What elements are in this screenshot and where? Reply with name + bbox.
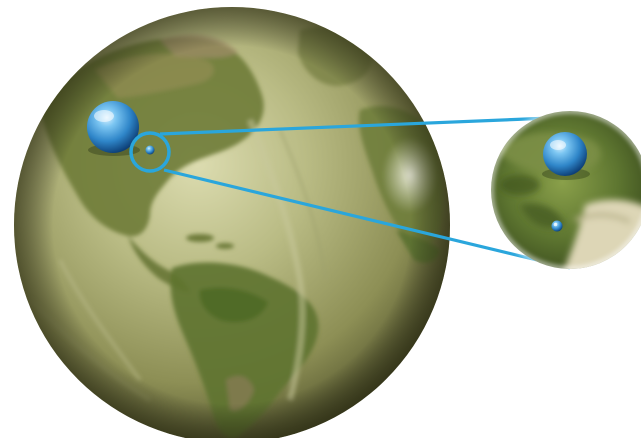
zoom-inset-icon bbox=[488, 108, 641, 272]
magnifier-circle-icon bbox=[129, 131, 171, 173]
large-water-sphere-icon bbox=[87, 101, 140, 156]
small-water-sphere-icon bbox=[551, 220, 563, 232]
zoom-connector-lines bbox=[159, 116, 571, 270]
